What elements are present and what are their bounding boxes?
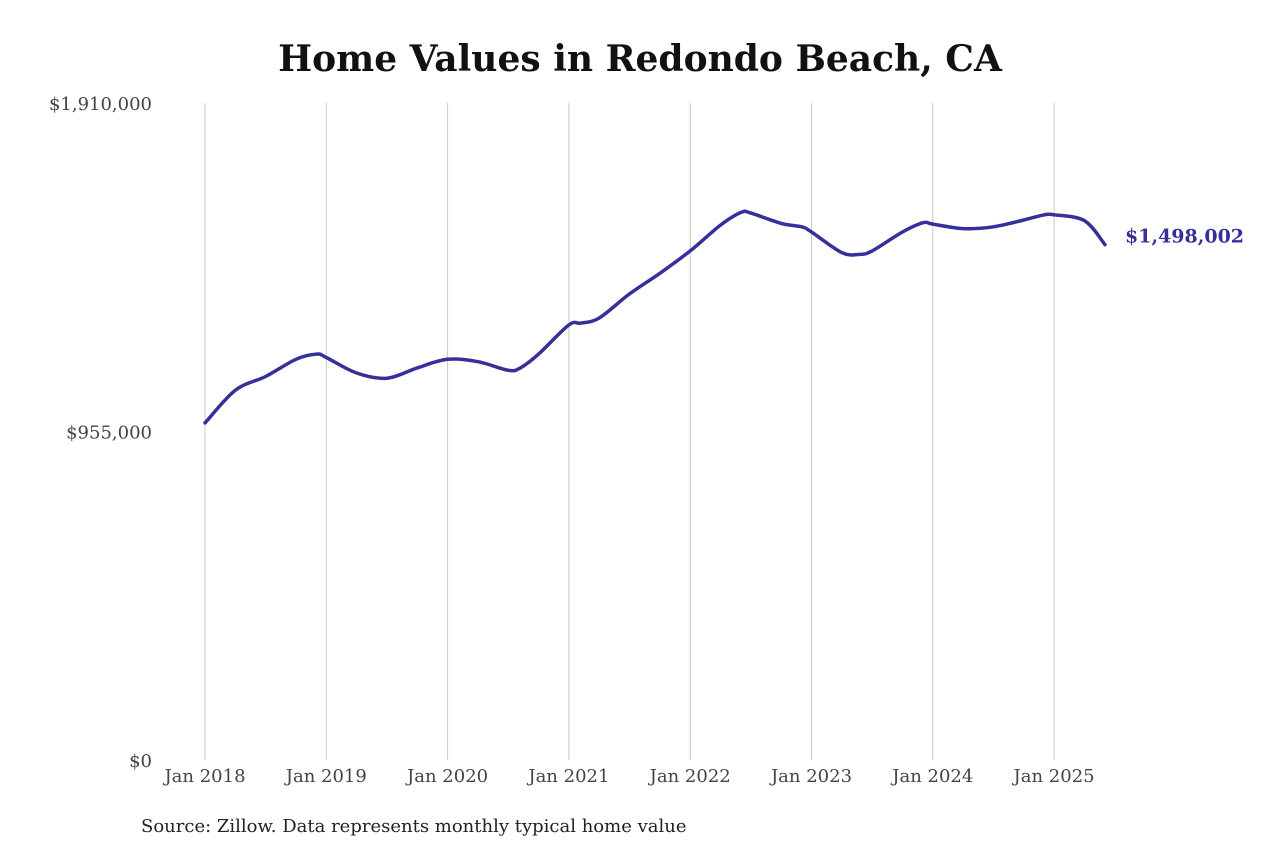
x-axis-tick-labels: Jan 2018 Jan 2019 Jan 2020 Jan 2021 Jan 2022… [162, 766, 1094, 787]
x-tick-label-6: Jan 2024 [890, 766, 973, 787]
x-tick-label-0: Jan 2018 [162, 766, 245, 787]
series-line-0 [203, 209, 1107, 425]
y-tick-label-0: $0 [129, 751, 152, 772]
end-value-label: $1,498,002 [1125, 226, 1244, 248]
x-tick-label-5: Jan 2023 [769, 766, 852, 787]
grid-lines [204, 103, 1055, 760]
x-tick-label-4: Jan 2022 [648, 766, 731, 787]
x-tick-label-1: Jan 2019 [284, 766, 367, 787]
chart-title: Home Values in Redondo Beach, CA [278, 38, 1002, 80]
y-axis-tick-labels: $0 $955,000 $1,910,000 [49, 94, 152, 772]
x-tick-label-3: Jan 2021 [526, 766, 609, 787]
y-tick-label-1: $955,000 [66, 423, 152, 444]
x-tick-label-7: Jan 2025 [1012, 766, 1095, 787]
source-note: Source: Zillow. Data represents monthly … [141, 816, 687, 837]
y-tick-label-2: $1,910,000 [49, 94, 152, 115]
x-tick-label-2: Jan 2020 [405, 766, 488, 787]
series-layer [203, 209, 1107, 425]
